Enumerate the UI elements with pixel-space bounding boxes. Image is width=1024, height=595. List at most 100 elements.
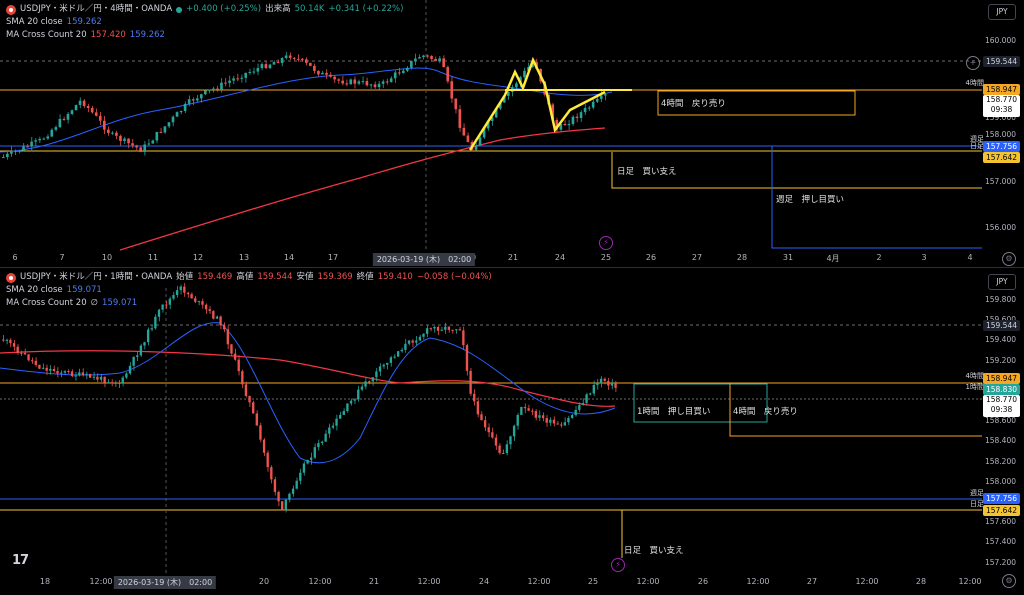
candle-body bbox=[5, 339, 8, 341]
chart-canvas-4h[interactable] bbox=[0, 0, 1024, 267]
chart-title[interactable]: USDJPY・米ドル／円・1時間・OANDA bbox=[20, 272, 173, 282]
price-tick: 157.000 bbox=[984, 177, 1016, 186]
candle-body bbox=[614, 383, 617, 388]
open-value: 159.469 bbox=[197, 272, 233, 282]
candle-body bbox=[175, 290, 179, 295]
symbol-icon[interactable] bbox=[6, 272, 16, 283]
lightning-icon[interactable]: ⚡ bbox=[611, 558, 625, 572]
candle-body bbox=[204, 90, 207, 95]
price-box-h1: 158.830 bbox=[983, 384, 1020, 395]
candle-body bbox=[154, 316, 157, 329]
indicator-mac[interactable]: MA Cross Count 20 157.420 159.262 bbox=[6, 29, 403, 42]
candle-body bbox=[172, 294, 175, 299]
candle-body bbox=[38, 364, 41, 369]
candle-body bbox=[474, 145, 478, 150]
currency-button[interactable]: JPY bbox=[988, 4, 1016, 20]
mac-label: MA Cross Count 20 bbox=[6, 30, 87, 40]
candle-body bbox=[446, 67, 450, 82]
settings-icon[interactable]: ⚙ bbox=[1002, 574, 1016, 588]
candle-body bbox=[296, 58, 300, 60]
time-tick: 12:00 bbox=[308, 577, 332, 586]
price-tick: 160.000 bbox=[984, 36, 1016, 45]
candle-body bbox=[299, 472, 302, 481]
candle-body bbox=[96, 376, 99, 380]
candle-body bbox=[454, 98, 458, 110]
sma-label: SMA 20 close bbox=[6, 285, 63, 295]
time-tick: 27 bbox=[806, 577, 818, 586]
candle-body bbox=[389, 357, 393, 363]
price-box-daily: 157.642 bbox=[983, 505, 1020, 516]
candle-body bbox=[502, 95, 506, 103]
candle-body bbox=[2, 157, 5, 159]
zone-label-h1-buy: 1時間 押し目買い bbox=[637, 407, 711, 417]
candle-body bbox=[595, 98, 599, 102]
time-tick: 31 bbox=[782, 253, 794, 262]
candle-body bbox=[119, 135, 122, 142]
candle-body bbox=[480, 414, 483, 421]
indicator-sma[interactable]: SMA 20 close 159.071 bbox=[6, 284, 492, 297]
tag-h1: 1時間 bbox=[965, 383, 984, 391]
candle-body bbox=[418, 57, 421, 59]
price-box-2: 158.947 bbox=[983, 373, 1020, 384]
candle-body bbox=[10, 150, 13, 154]
candle-body bbox=[136, 355, 139, 357]
chart-title[interactable]: USDJPY・米ドル／円・4時間・OANDA bbox=[20, 4, 173, 14]
candle-body bbox=[46, 136, 50, 139]
indicator-mac[interactable]: MA Cross Count 20 ∅ 159.071 bbox=[6, 297, 492, 310]
candle-body bbox=[252, 402, 255, 414]
candle-body bbox=[596, 383, 599, 385]
ohlc-change: −0.058 (−0.04%) bbox=[416, 272, 492, 282]
indicator-sma[interactable]: SMA 20 close 159.262 bbox=[6, 16, 403, 29]
candle-body bbox=[281, 501, 284, 511]
symbol-icon[interactable] bbox=[6, 4, 16, 15]
candle-body bbox=[325, 72, 328, 75]
candle-body bbox=[603, 378, 606, 381]
candle-body bbox=[444, 326, 447, 330]
candle-body bbox=[230, 344, 233, 354]
candle-body bbox=[389, 78, 393, 83]
candle-body bbox=[147, 143, 151, 145]
candle-body bbox=[585, 394, 588, 404]
candle-body bbox=[466, 135, 470, 143]
lightning-icon[interactable]: ⚡ bbox=[599, 236, 613, 250]
candle-body bbox=[531, 410, 534, 412]
time-tick: 12:00 bbox=[855, 577, 879, 586]
tradingview-logo[interactable]: 17 bbox=[12, 553, 29, 568]
candle-body bbox=[232, 78, 235, 81]
add-alert-icon[interactable]: + bbox=[966, 56, 980, 70]
price-tick: 158.200 bbox=[984, 456, 1016, 466]
chart-pane-1h[interactable]: USDJPY・米ドル／円・1時間・OANDA 始値 159.469 高値 159.5… bbox=[0, 268, 1024, 595]
candle-body bbox=[317, 443, 320, 448]
current-price: 158.770 bbox=[985, 95, 1017, 104]
candle-body bbox=[233, 353, 237, 360]
time-tick: 4 bbox=[967, 253, 973, 262]
chart-canvas-1h[interactable] bbox=[0, 268, 1024, 595]
candle-body bbox=[161, 304, 164, 310]
candle-body bbox=[186, 292, 190, 295]
candle-body bbox=[131, 143, 134, 146]
sma-value: 159.262 bbox=[66, 17, 102, 27]
settings-icon[interactable]: ⚙ bbox=[1002, 252, 1016, 266]
currency-button[interactable]: JPY bbox=[988, 274, 1016, 290]
zone-label-h4-sell: 4時間 戻り売り bbox=[661, 99, 726, 109]
legend-1h: USDJPY・米ドル／円・1時間・OANDA 始値 159.469 高値 159.5… bbox=[6, 271, 492, 310]
volume-change: +0.341 (+0.22%) bbox=[328, 4, 404, 14]
price-tick: 158.400 bbox=[984, 436, 1016, 446]
time-tick: 12 bbox=[192, 253, 204, 262]
candle-body bbox=[527, 408, 530, 411]
candle-body bbox=[224, 82, 227, 84]
candle-body bbox=[353, 399, 356, 401]
candle-body bbox=[335, 418, 338, 426]
candle-body bbox=[268, 64, 272, 69]
candle-body bbox=[559, 123, 563, 130]
candle-body bbox=[324, 433, 327, 442]
candle-body bbox=[377, 83, 381, 88]
high-value: 159.544 bbox=[257, 272, 293, 282]
mac-value: 159.071 bbox=[102, 298, 138, 308]
time-tick: 27 bbox=[691, 253, 703, 262]
chart-pane-4h[interactable]: USDJPY・米ドル／円・4時間・OANDA +0.400 (+0.25%) 出… bbox=[0, 0, 1024, 267]
candle-body bbox=[473, 393, 476, 402]
candle-body bbox=[551, 104, 555, 121]
candle-body bbox=[610, 383, 614, 386]
candle-body bbox=[549, 419, 552, 423]
